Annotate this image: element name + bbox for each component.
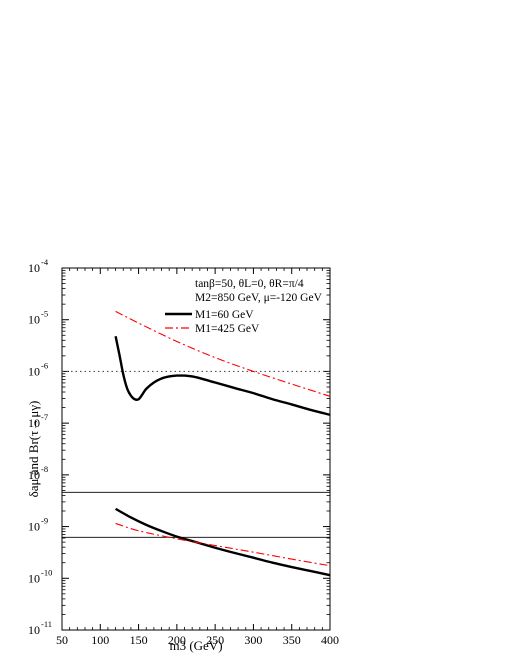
axis-ticks: [61, 267, 331, 631]
y-tick-label: 10: [28, 313, 40, 327]
x-tick-label: 150: [130, 633, 148, 647]
x-tick-label: 100: [91, 633, 109, 647]
y-tick-exponent: -9: [41, 516, 48, 526]
x-tick-label: 350: [283, 633, 301, 647]
x-tick-label: 200: [168, 633, 186, 647]
x-tick-label: 300: [244, 633, 262, 647]
y-tick-label: 10: [28, 261, 40, 275]
x-tick-label: 250: [206, 633, 224, 647]
series-m1-60-curve-1: [114, 335, 331, 416]
y-tick-exponent: -11: [41, 619, 52, 629]
y-tick-exponent: -7: [41, 412, 48, 422]
y-tick-label: 10: [28, 416, 40, 430]
plot-frame: [61, 267, 331, 631]
y-axis-label: δaμ and Br(τ→μγ): [26, 401, 41, 498]
x-tick-label: 50: [56, 633, 68, 647]
reference-lines: [62, 370, 330, 538]
legend-label-m1-60: M1=60 GeV: [195, 309, 254, 321]
y-tick-exponent: -5: [41, 309, 48, 319]
series-m1-425-curve-2: [115, 522, 331, 567]
series-m1-60-curve-2: [115, 507, 331, 577]
legend-label-m1-425: M1=425 GeV: [195, 323, 260, 335]
annotation-line-1: tanβ=50, θL=0, θR=π/4: [195, 278, 304, 290]
y-tick-exponent: -4: [41, 257, 49, 267]
y-tick-label: 10: [28, 571, 40, 585]
data-curves: [114, 310, 331, 577]
y-tick-label: 10: [28, 623, 40, 637]
y-tick-label: 10: [28, 468, 40, 482]
legend: M1=60 GeV M1=425 GeV: [165, 309, 260, 335]
y-tick-label: 10: [28, 520, 40, 534]
annotation-line-2: M2=850 GeV, μ=-120 GeV: [195, 292, 323, 304]
y-tick-label: 10: [28, 364, 40, 378]
y-tick-exponent: -10: [41, 567, 52, 577]
x-tick-label: 400: [321, 633, 339, 647]
y-tick-exponent: -6: [41, 360, 48, 370]
x-tick-labels: 50 100 150 200 250 300 350 400: [56, 633, 339, 647]
plot-annotation: tanβ=50, θL=0, θR=π/4 M2=850 GeV, μ=-120…: [195, 278, 323, 304]
y-tick-exponent: -8: [41, 464, 48, 474]
x-axis-label: m3 (GeV): [169, 638, 222, 653]
